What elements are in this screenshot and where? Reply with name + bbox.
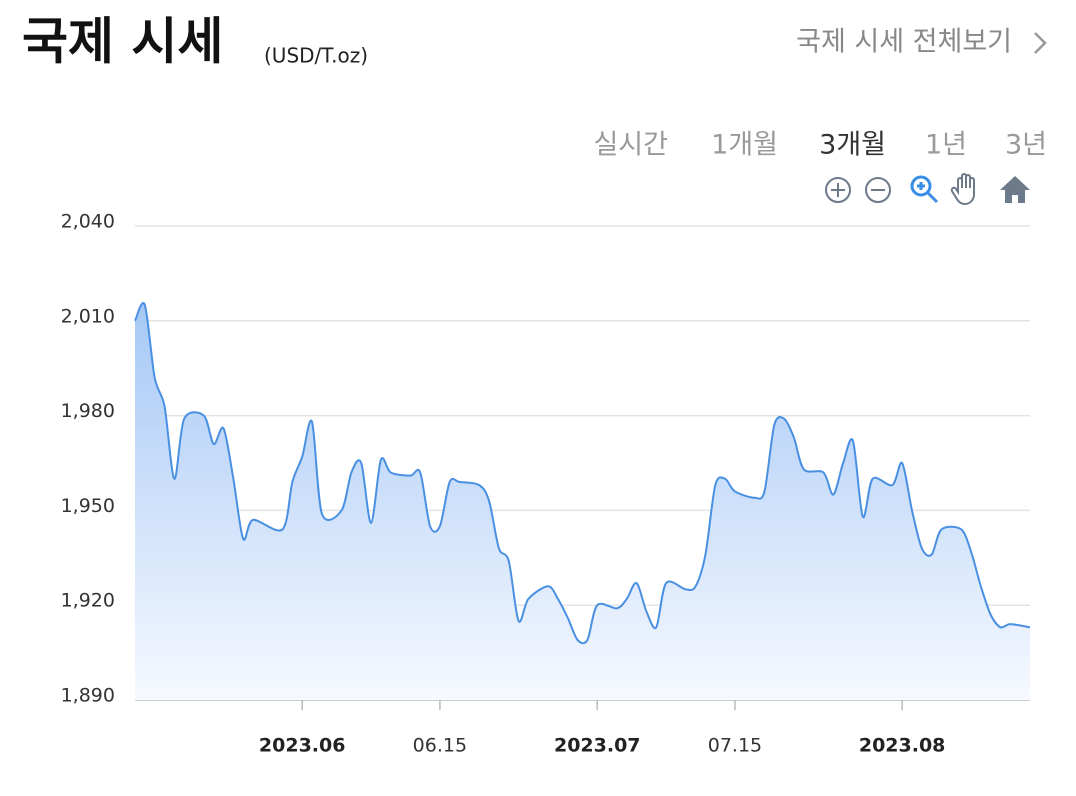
y-tick-label: 1,920 — [61, 590, 115, 612]
y-tick-label: 1,980 — [61, 400, 115, 422]
period-tab[interactable]: 1개월 — [711, 130, 778, 161]
title: 국제 시세 — [22, 13, 223, 71]
price-line — [134, 302, 1031, 645]
zoom-in[interactable] — [825, 177, 851, 203]
all-link[interactable]: 국제 시세 전체보기 — [796, 27, 1047, 58]
period-tab[interactable]: 3년 — [1005, 130, 1047, 161]
area — [135, 303, 1030, 700]
x-tick-label: 07.15 — [708, 735, 762, 757]
zoom-out[interactable] — [865, 177, 891, 203]
x-tick-label: 2023.07 — [554, 735, 641, 757]
toolbar — [825, 173, 1030, 206]
period-tab[interactable]: 1년 — [925, 130, 967, 161]
x-tick-label: 2023.08 — [859, 735, 946, 757]
chevron[interactable] — [1034, 32, 1047, 54]
y-tick-label: 1,950 — [61, 495, 115, 517]
y-tick-label: 1,890 — [61, 685, 115, 707]
unit: (USD/T.oz) — [264, 44, 368, 68]
x-tick-label: 2023.06 — [259, 735, 346, 757]
period-tab[interactable]: 실시간 — [593, 130, 668, 161]
y-tick-label: 2,010 — [61, 305, 115, 327]
period-tabs: 실시간 1개월 3개월 1년 3년 — [593, 130, 1047, 161]
reset[interactable] — [1000, 176, 1030, 203]
plot: 1,890 1,920 1,950 1,980 2,010 2,040 2023.06 06.… — [61, 211, 1031, 757]
zoom-select[interactable] — [910, 175, 939, 204]
pan[interactable] — [950, 173, 975, 206]
period-tab[interactable]: 3개월 — [819, 130, 886, 161]
link-text[interactable]: 국제 시세 전체보기 — [796, 27, 1012, 58]
y-tick-label: 2,040 — [61, 211, 115, 233]
x-tick-label: 06.15 — [413, 735, 467, 757]
